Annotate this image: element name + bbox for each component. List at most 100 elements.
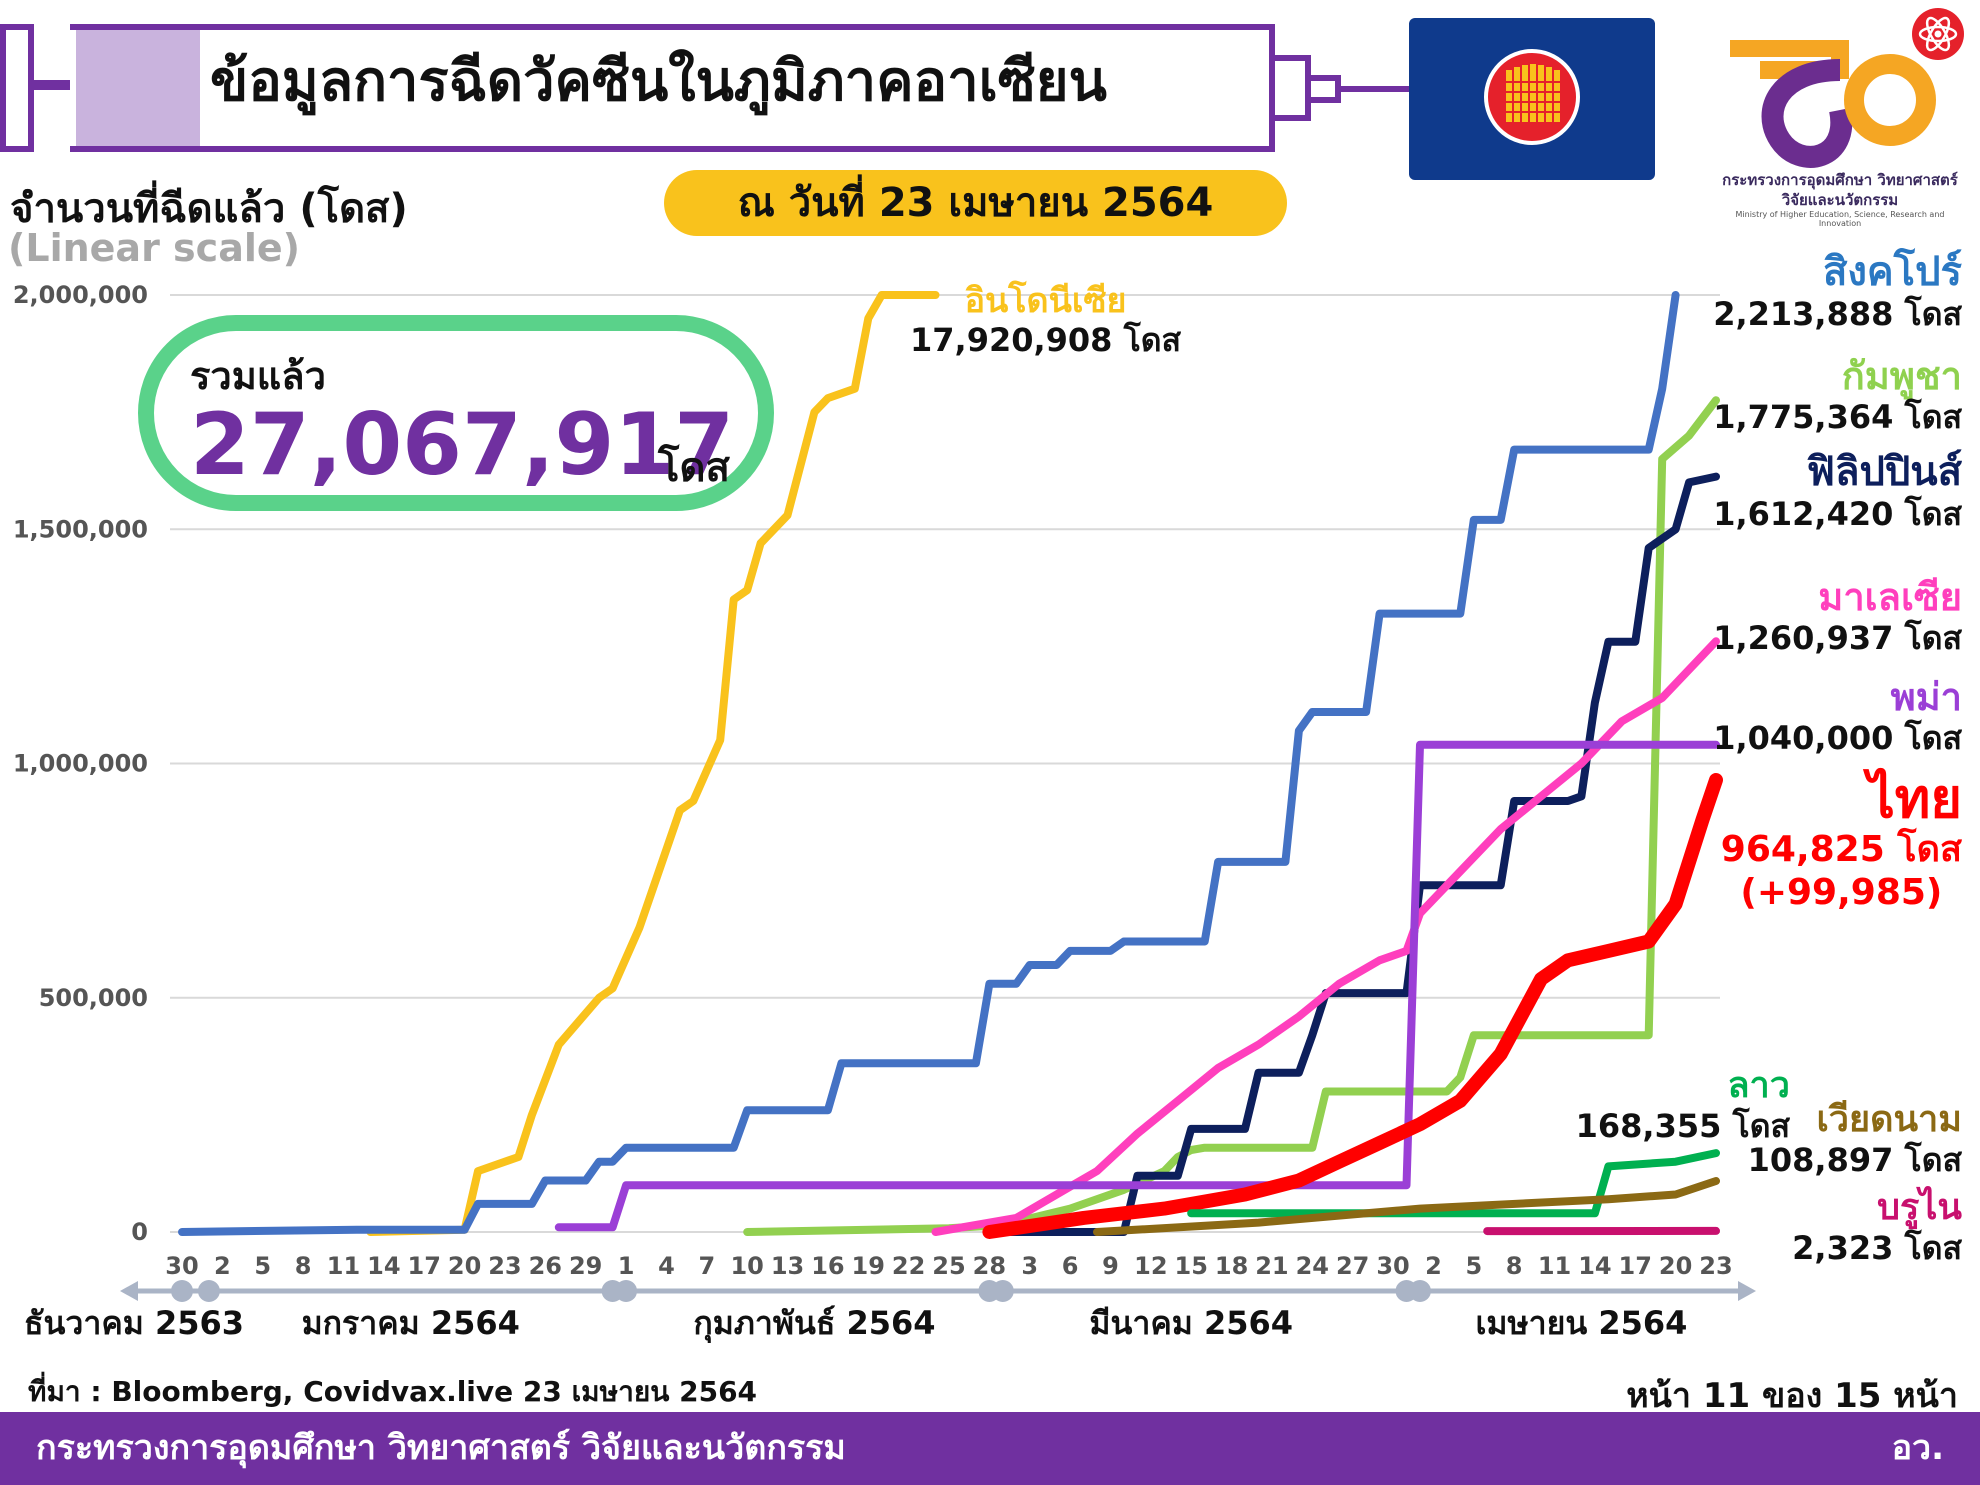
- series-value: 168,355 โดส: [1575, 1107, 1790, 1145]
- y-tick-label: 1,500,000: [13, 515, 148, 543]
- y-axis-label: จำนวนที่ฉีดแล้ว (โดส): [10, 186, 408, 232]
- series-name: บรูไน: [1877, 1187, 1962, 1228]
- date-badge: ณ วันที่ 23 เมษายน 2564: [664, 170, 1287, 236]
- x-tick-label: 16: [811, 1252, 844, 1280]
- y-tick-label: 2,000,000: [13, 281, 148, 309]
- series-line: [554, 740, 1720, 1232]
- footer-ministry-name: กระทรวงการอุดมศึกษา วิทยาศาสตร์ วิจัยและ…: [36, 1428, 846, 1468]
- x-tick-label: 22: [892, 1252, 925, 1280]
- x-tick-label: 20: [1659, 1252, 1692, 1280]
- x-tick-label: 10: [730, 1252, 763, 1280]
- series-name: มาเลเซีย: [1818, 575, 1962, 619]
- x-tick-label: 17: [408, 1252, 441, 1280]
- month-boundary-dot: [615, 1280, 638, 1302]
- source-note: ที่มา : Bloomberg, Covidvax.live 23 เมษา…: [28, 1375, 758, 1408]
- x-tick-label: 14: [367, 1252, 400, 1280]
- month-boundary-dot: [1408, 1280, 1431, 1302]
- y-tick-label: 500,000: [39, 984, 148, 1012]
- x-tick-label: 4: [658, 1252, 675, 1280]
- x-tick-label: 18: [1215, 1252, 1248, 1280]
- series-label: มาเลเซีย 1,260,937 โดส: [1713, 576, 1962, 658]
- month-boundary-dot: [171, 1280, 193, 1302]
- x-tick-label: 13: [771, 1252, 804, 1280]
- month-label: ธันวาคม 2563: [24, 1304, 244, 1342]
- syringe-nozzle: [1311, 75, 1341, 103]
- total-value: 27,067,917: [190, 395, 735, 495]
- x-tick-label: 15: [1175, 1252, 1208, 1280]
- x-tick-label: 23: [1699, 1252, 1732, 1280]
- syringe-plunger-cap: [0, 24, 34, 152]
- x-tick-label: 1: [618, 1252, 635, 1280]
- x-tick-label: 14: [1578, 1252, 1611, 1280]
- x-tick-label: 30: [165, 1252, 198, 1280]
- page-number: หน้า 11 ของ 15 หน้า: [1626, 1376, 1958, 1416]
- series-label: อินโดนีเซีย 17,920,908 โดส: [910, 282, 1181, 360]
- total-unit: โดส: [658, 445, 730, 491]
- series-value: 1,775,364 โดส: [1713, 398, 1962, 436]
- x-tick-label: 29: [569, 1252, 602, 1280]
- x-tick-label: 17: [1619, 1252, 1652, 1280]
- y-scale-note: (Linear scale): [8, 226, 300, 270]
- series-line: [931, 637, 1720, 1236]
- x-tick-label: 8: [295, 1252, 312, 1280]
- x-tick-label: 8: [1506, 1252, 1523, 1280]
- footer-bar: [0, 1412, 1980, 1485]
- y-tick-label: 0: [131, 1218, 148, 1246]
- month-label: กุมภาพันธ์ 2564: [693, 1304, 935, 1344]
- series-name: ไทย: [1867, 767, 1962, 830]
- series-line: [743, 396, 1720, 1236]
- series-line: [178, 291, 1680, 1236]
- series-label: บรูไน 2,323 โดส: [1792, 1188, 1962, 1268]
- x-tick-label: 25: [932, 1252, 965, 1280]
- x-tick-label: 3: [1021, 1252, 1038, 1280]
- syringe-needle: [1341, 86, 1409, 92]
- footer-abbreviation: อว.: [1891, 1428, 1944, 1468]
- series-value: 2,323 โดส: [1792, 1229, 1962, 1267]
- total-label: รวมแล้ว: [190, 354, 326, 398]
- month-boundary-dot: [197, 1280, 220, 1302]
- x-tick-label: 30: [1376, 1252, 1409, 1280]
- y-tick-label: 1,000,000: [13, 750, 148, 778]
- series-name: สิงคโปร์: [1822, 249, 1962, 295]
- rice-stalks-icon: [1504, 64, 1562, 122]
- x-tick-label: 11: [327, 1252, 360, 1280]
- syringe-tip: [1275, 55, 1311, 121]
- month-boundary-dot: [991, 1280, 1014, 1302]
- x-tick-label: 9: [1102, 1252, 1119, 1280]
- series-line: [998, 472, 1720, 1236]
- series-value: 108,897 โดส: [1747, 1141, 1962, 1179]
- x-tick-label: 27: [1336, 1252, 1369, 1280]
- x-tick-label: 21: [1255, 1252, 1288, 1280]
- x-tick-label: 28: [973, 1252, 1006, 1280]
- x-tick-label: 24: [1296, 1252, 1329, 1280]
- series-label: ไทย 964,825 โดส (+99,985): [1721, 770, 1962, 914]
- x-tick-label: 19: [852, 1252, 885, 1280]
- series-line: [982, 773, 1723, 1239]
- x-tick-label: 2: [214, 1252, 231, 1280]
- series-extra: (+99,985): [1740, 872, 1943, 913]
- x-tick-label: 5: [1465, 1252, 1482, 1280]
- series-name: ลาว: [1727, 1065, 1791, 1106]
- series-name: อินโดนีเซีย: [964, 281, 1127, 321]
- series-name: ฟิลิปปินส์: [1806, 449, 1962, 495]
- x-tick-label: 7: [698, 1252, 715, 1280]
- x-tick-label: 11: [1538, 1252, 1571, 1280]
- series-label: ฟิลิปปินส์ 1,612,420 โดส: [1713, 450, 1962, 534]
- series-name: พม่า: [1890, 675, 1962, 719]
- month-label: มีนาคม 2564: [1089, 1304, 1293, 1342]
- page-title: ข้อมูลการฉีดวัคซีนในภูมิภาคอาเซียน: [210, 49, 1107, 114]
- series-value: 1,040,000 โดส: [1713, 719, 1962, 757]
- timeline-arrow-right: [1738, 1281, 1756, 1301]
- series-label: สิงคโปร์ 2,213,888 โดส: [1713, 250, 1962, 334]
- x-tick-label: 20: [448, 1252, 481, 1280]
- series-label: พม่า 1,040,000 โดส: [1713, 676, 1962, 758]
- x-tick-label: 2: [1425, 1252, 1442, 1280]
- ministry-name-thai: กระทรวงการอุดมศึกษา วิทยาศาสตร์ วิจัยและ…: [1722, 171, 1958, 209]
- series-value: 17,920,908 โดส: [910, 321, 1182, 359]
- x-tick-label: 23: [488, 1252, 521, 1280]
- ministry-logo-icon: [1730, 40, 1936, 168]
- series-name: กัมพูชา: [1841, 354, 1962, 398]
- timeline-arrow-left: [120, 1281, 138, 1301]
- series-value: 964,825 โดส: [1720, 829, 1962, 870]
